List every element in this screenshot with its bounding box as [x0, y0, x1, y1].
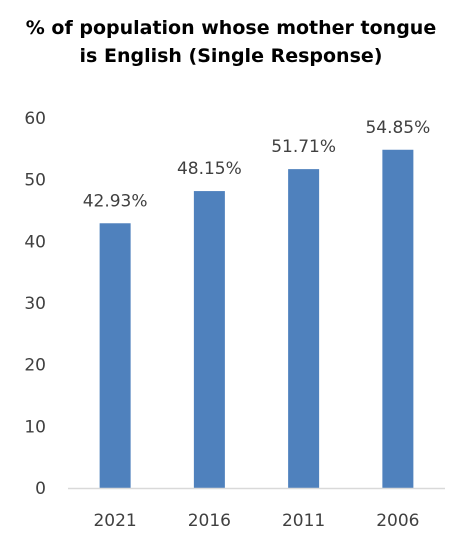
bar-2021	[99, 223, 131, 488]
data-label-2021: 42.93%	[83, 191, 148, 211]
chart-title-line-2: is English (Single Response)	[79, 45, 383, 67]
y-tick-label: 40	[24, 232, 46, 252]
bars	[99, 149, 414, 488]
chart-title: % of population whose mother tongue is E…	[0, 14, 462, 70]
y-tick-label: 60	[24, 109, 46, 129]
data-labels: 42.93% 48.15% 51.71% 54.85%	[83, 118, 431, 212]
chart-title-line-1: % of population whose mother tongue	[25, 17, 437, 39]
y-tick-label: 50	[24, 171, 46, 191]
data-label-2011: 51.71%	[271, 137, 336, 157]
y-axis-tick-labels: 0 10 20 30 40 50 60	[24, 109, 46, 499]
y-tick-label: 30	[24, 294, 46, 314]
x-tick-label-2016: 2016	[188, 511, 231, 531]
y-tick-label: 10	[24, 417, 46, 437]
bar-2016	[193, 191, 225, 488]
x-tick-label-2021: 2021	[93, 511, 136, 531]
x-tick-label-2006: 2006	[376, 511, 419, 531]
x-tick-label-2011: 2011	[282, 511, 325, 531]
y-tick-label: 20	[24, 356, 46, 376]
data-label-2016: 48.15%	[177, 159, 242, 179]
bar-2006	[382, 149, 414, 488]
data-label-2006: 54.85%	[365, 118, 430, 138]
y-tick-label: 0	[35, 479, 46, 499]
bar-2011	[288, 169, 320, 488]
x-axis-tick-labels: 2021 2016 2011 2006	[93, 511, 419, 531]
